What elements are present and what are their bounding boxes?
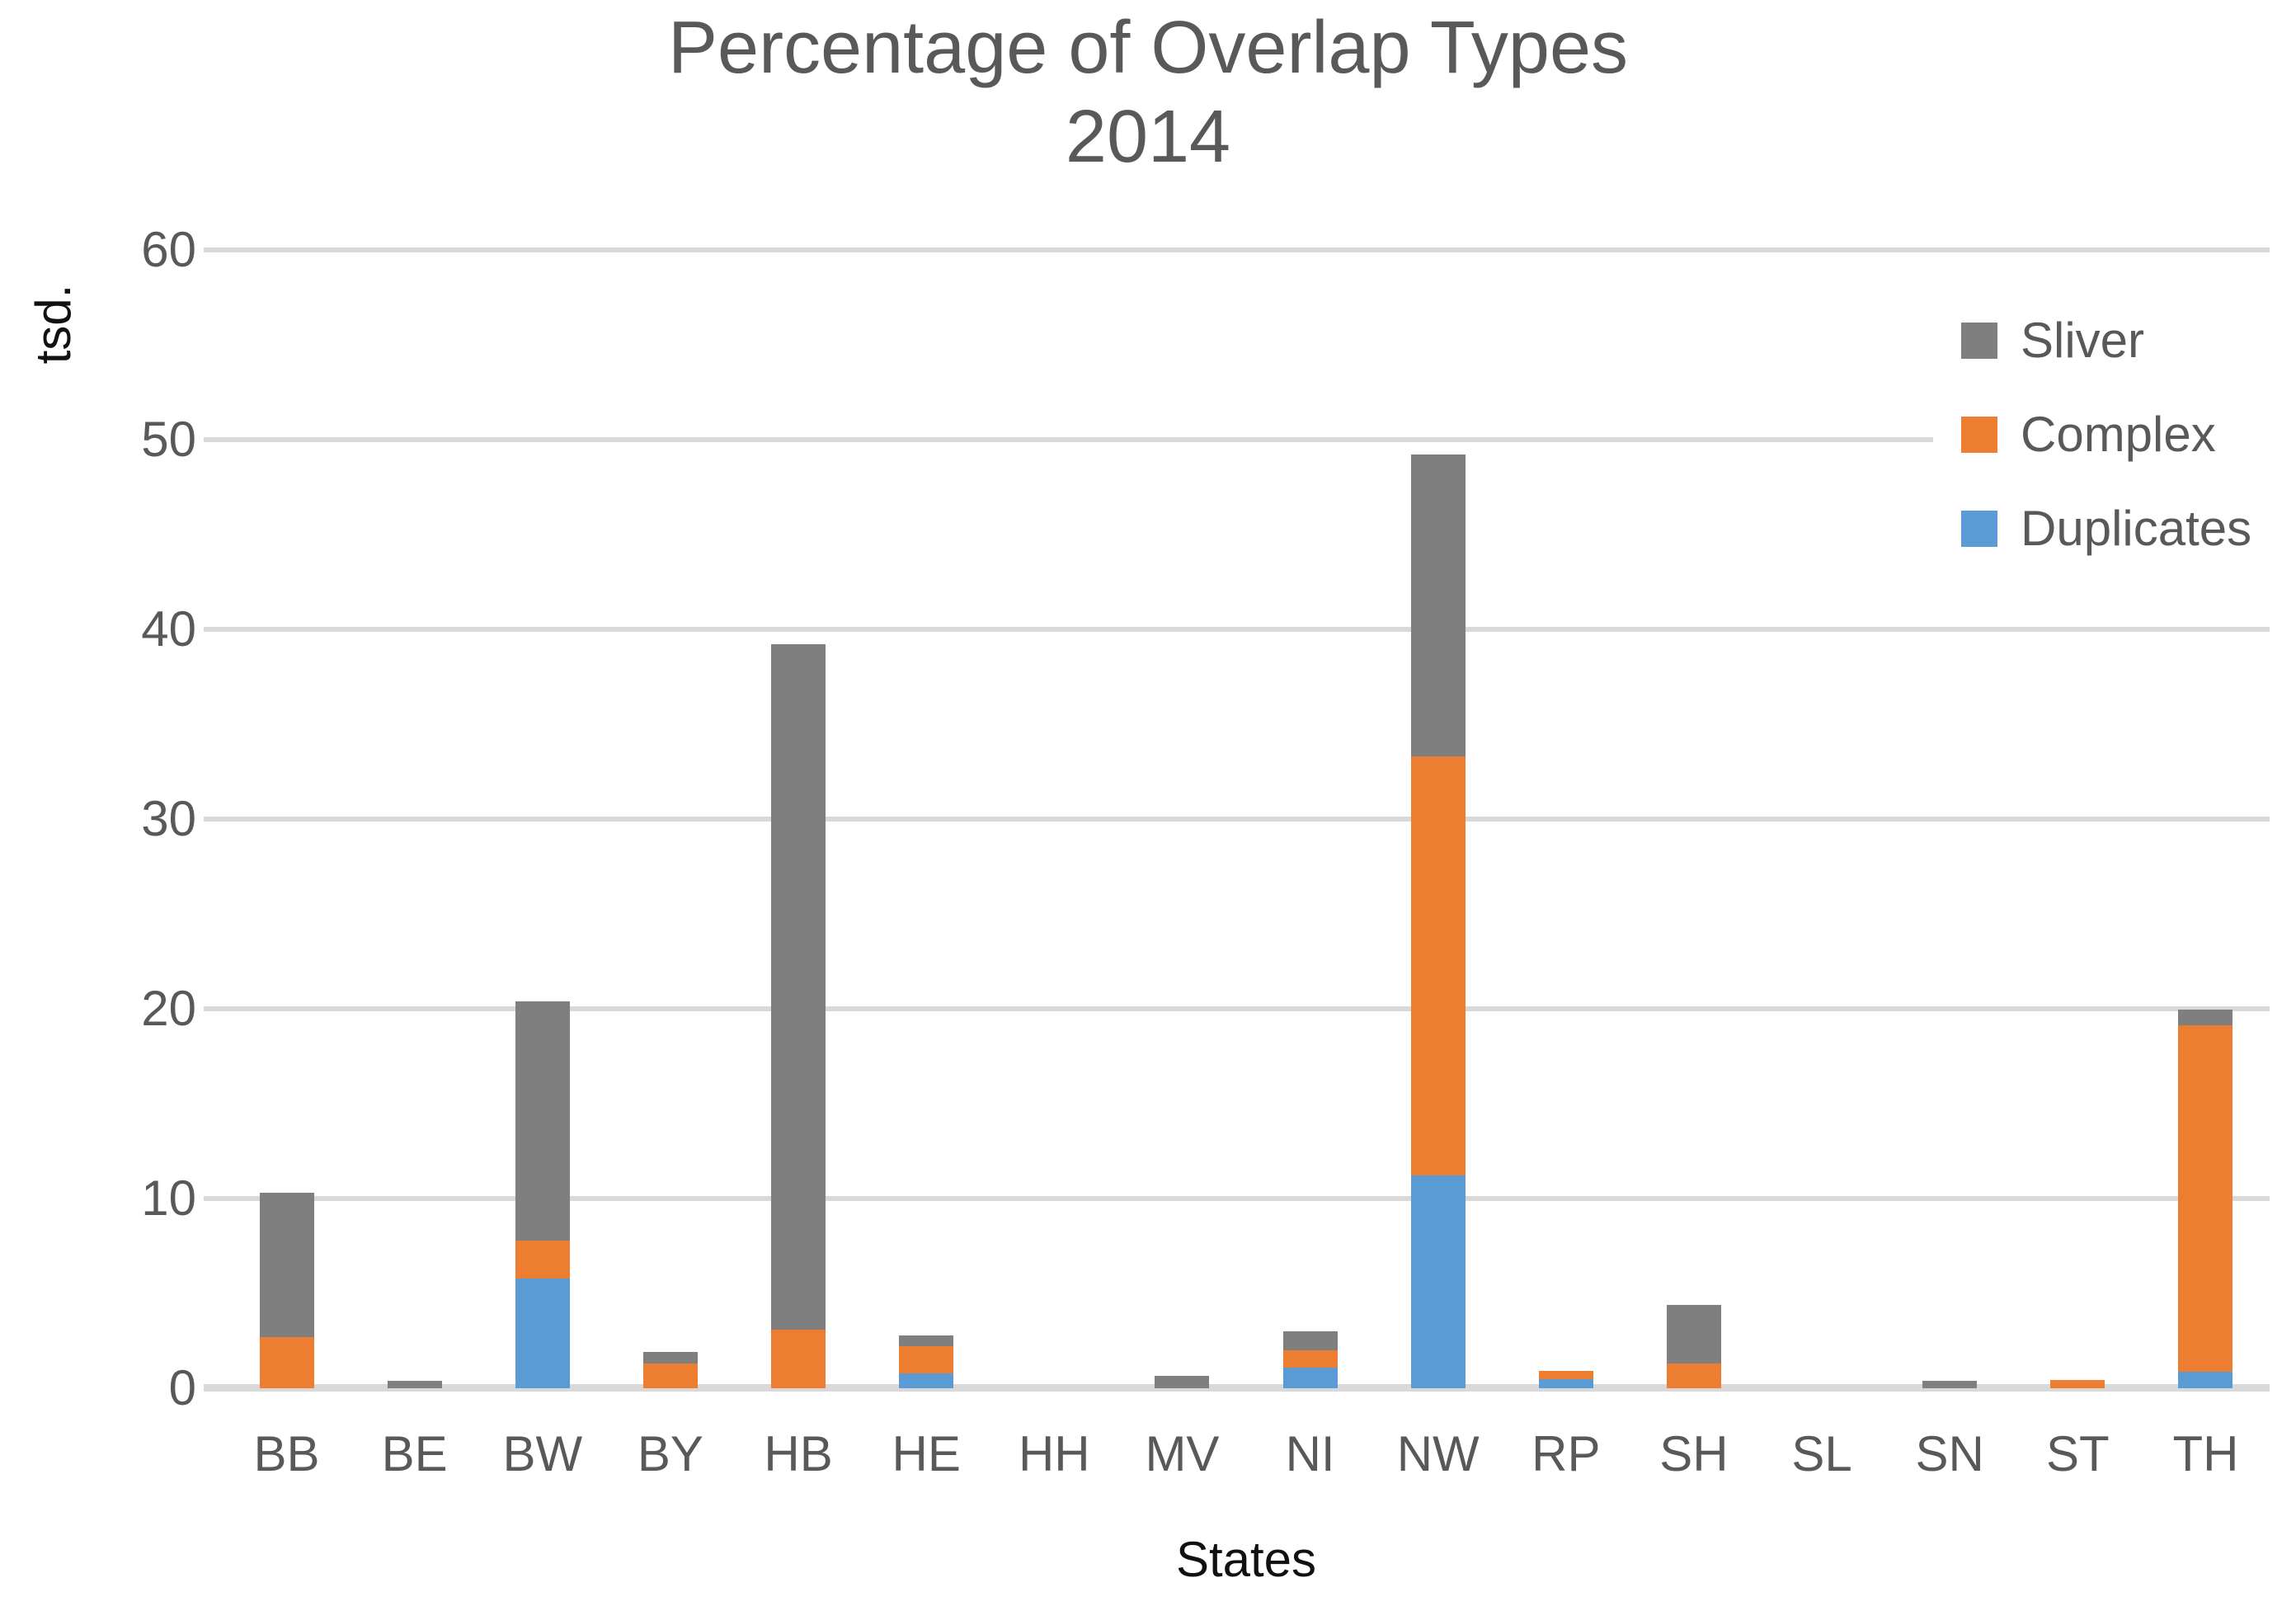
legend-item-sliver: Sliver	[1933, 316, 2296, 365]
bar-segment-SH-complex	[1666, 1363, 1721, 1388]
bar-segment-RP-complex	[1538, 1371, 1593, 1379]
bar-segment-NW-duplicates	[1410, 1175, 1466, 1388]
bar-segment-BW-complex	[515, 1240, 570, 1279]
bar-RP	[1538, 1371, 1593, 1388]
y-tick-label-20: 20	[141, 981, 196, 1036]
bar-segment-BY-complex	[642, 1363, 698, 1388]
bar-segment-SH-sliver	[1666, 1304, 1721, 1364]
bar-HE	[899, 1335, 954, 1388]
bar-BB	[259, 1193, 314, 1388]
legend-swatch-sliver	[1961, 323, 1997, 359]
x-tick-label-SN: SN	[1915, 1426, 1984, 1481]
bar-segment-MV-sliver	[1155, 1376, 1210, 1388]
y-tick-label-40: 40	[141, 601, 196, 657]
gridline-60	[204, 247, 2270, 252]
bar-segment-NI-duplicates	[1282, 1367, 1338, 1388]
y-tick-label-50: 50	[141, 412, 196, 467]
bar-HB	[771, 644, 826, 1388]
bar-segment-NW-sliver	[1410, 454, 1466, 757]
x-tick-label-MV: MV	[1145, 1426, 1220, 1481]
bar-segment-RP-duplicates	[1538, 1378, 1593, 1388]
bar-segment-TH-duplicates	[2178, 1372, 2233, 1388]
gridline-10	[204, 1196, 2270, 1201]
x-axis-line	[204, 1384, 2270, 1392]
bar-SN	[1922, 1380, 1978, 1388]
x-axis-title: States	[1175, 1532, 1317, 1587]
x-tick-label-RP: RP	[1531, 1426, 1601, 1481]
y-tick-label-10: 10	[141, 1170, 196, 1226]
bar-segment-HE-complex	[899, 1346, 954, 1373]
y-axis-title: tsd.	[26, 284, 81, 365]
plot-area: 0 10 20 30 40 50 60 BB BE BW BY HB HE HH MV NI NW RP SH SL S…	[141, 222, 2270, 1481]
x-tick-label-BB: BB	[253, 1426, 320, 1481]
x-tick-label-BW: BW	[502, 1426, 583, 1481]
legend-label-complex: Complex	[2021, 407, 2216, 462]
x-tick-label-SH: SH	[1659, 1426, 1729, 1481]
x-tick-label-HB: HB	[764, 1426, 833, 1481]
legend-label-duplicates: Duplicates	[2021, 501, 2252, 556]
bar-segment-NW-complex	[1410, 756, 1466, 1176]
bar-BE	[387, 1380, 442, 1388]
x-tick-label-BE: BE	[381, 1426, 448, 1481]
x-tick-label-SL: SL	[1791, 1426, 1852, 1481]
bar-segment-BW-duplicates	[515, 1278, 570, 1388]
bar-segment-TH-sliver	[2178, 1010, 2233, 1025]
x-tick-label-ST: ST	[2045, 1426, 2110, 1481]
bar-segment-BE-sliver	[387, 1380, 442, 1388]
bar-BW	[515, 1001, 570, 1388]
bar-segment-NI-complex	[1282, 1350, 1338, 1368]
gridline-20	[204, 1006, 2270, 1011]
legend: Sliver Complex Duplicates	[1933, 279, 2296, 591]
bar-segment-BY-sliver	[642, 1352, 698, 1364]
bar-NI	[1282, 1331, 1338, 1388]
y-tick-label-0: 0	[168, 1360, 196, 1415]
legend-item-duplicates: Duplicates	[1933, 504, 2296, 553]
chart-title: Percentage of Overlap Types 2014	[0, 3, 2296, 181]
x-tick-label-BY: BY	[637, 1426, 703, 1481]
legend-item-complex: Complex	[1933, 410, 2296, 459]
legend-label-sliver: Sliver	[2021, 313, 2145, 368]
bar-segment-HB-sliver	[771, 644, 826, 1330]
bar-segment-ST-complex	[2050, 1379, 2105, 1388]
bar-segment-SN-sliver	[1922, 1380, 1978, 1388]
bar-ST	[2050, 1379, 2105, 1388]
bar-segment-HE-sliver	[899, 1335, 954, 1347]
x-tick-label-NI: NI	[1285, 1426, 1335, 1481]
bar-segment-HE-duplicates	[899, 1373, 954, 1388]
bar-segment-HB-complex	[771, 1329, 826, 1388]
chart-title-line1: Percentage of Overlap Types	[667, 7, 1629, 89]
legend-swatch-complex	[1961, 417, 1997, 453]
bar-segment-BB-complex	[259, 1336, 314, 1388]
bar-segment-BB-sliver	[259, 1193, 314, 1337]
bar-MV	[1155, 1376, 1210, 1388]
bar-segment-NI-sliver	[1282, 1331, 1338, 1351]
y-tick-label-30: 30	[141, 791, 196, 846]
x-tick-label-NW: NW	[1396, 1426, 1480, 1481]
bar-SH	[1666, 1304, 1721, 1388]
bar-segment-BW-sliver	[515, 1001, 570, 1241]
x-tick-label-HE: HE	[892, 1426, 961, 1481]
bar-BY	[642, 1352, 698, 1388]
gridline-30	[204, 817, 2270, 822]
gridline-40	[204, 627, 2270, 632]
chart-title-line2: 2014	[1065, 96, 1231, 178]
bar-TH	[2178, 1010, 2233, 1388]
gridline-50	[204, 437, 2270, 442]
bar-segment-TH-complex	[2178, 1024, 2233, 1373]
bar-NW	[1410, 454, 1466, 1388]
x-tick-label-HH: HH	[1018, 1426, 1090, 1481]
legend-swatch-duplicates	[1961, 511, 1997, 547]
y-tick-label-60: 60	[141, 222, 196, 277]
x-tick-label-TH: TH	[2172, 1426, 2239, 1481]
